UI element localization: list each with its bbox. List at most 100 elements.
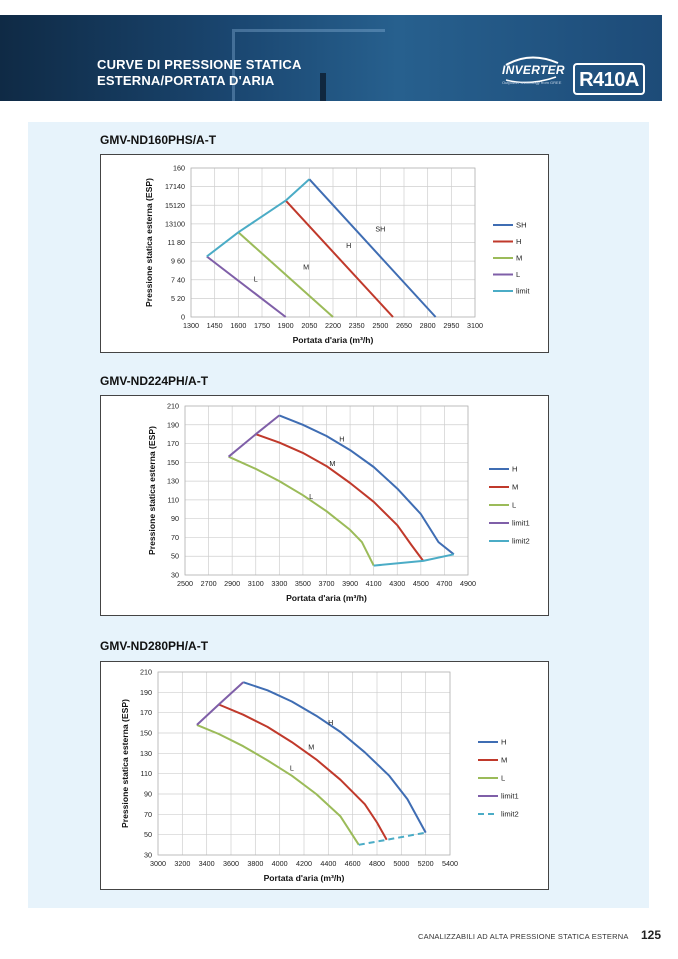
chart-2-legend-label: limit1 [512,519,530,528]
page-title: CURVE DI PRESSIONE STATICA ESTERNA/PORTA… [97,57,302,89]
chart-1-series-m-line [237,231,334,318]
chart-3-series-limit2-line [358,831,426,846]
chart-2-series-h-line [278,414,455,556]
chart-1-model-title: GMV-ND160PHS/A-T [100,133,217,147]
page-number: 125 [641,928,662,942]
inverter-logo-text: INVERTER [502,63,565,77]
chart-2-model-title: GMV-ND224PH/A-T [100,374,209,388]
header-background-decoration [320,73,326,101]
chart-2-series-l-line [228,455,375,567]
chart-1-legend-label: M [516,254,522,263]
page-title-line1: CURVE DI PRESSIONE STATICA [97,57,302,72]
chart-3-y-tick-label: 30 [144,851,152,860]
chart-1-curve-label: H [346,241,351,250]
chart-3-x-tick-label: 4400 [320,859,336,868]
chart-1-y-tick-label: 7 40 [171,275,185,284]
chart-3-x-tick-label: 3200 [174,859,190,868]
chart-1-x-tick-label: 2650 [396,321,412,330]
chart-3-curve-label: H [328,718,333,727]
chart-1-y-axis-label: Pressione statica esterna (ESP) [144,178,154,307]
chart-3-series-limit1-line [196,681,244,726]
chart-2-y-tick-label: 110 [168,495,179,504]
inverter-logo: INVERTER Outpower technology from GREE [500,53,565,89]
chart-3-y-tick-label: 170 [140,708,152,717]
chart-1-x-axis-label: Portata d'aria (m³/h) [293,335,374,345]
chart-1-y-tick-label: 13100 [165,219,185,228]
chart-2-svg: 2500 2700 2900 3100 3300 3500 3700 3900 4100 4300… [147,402,530,604]
chart-2-y-tick-label: 30 [171,571,179,580]
chart-1-y-tick-label: 9 60 [171,257,185,266]
chart-3-x-tick-label: 5400 [442,859,458,868]
chart-2-y-tick-label: 150 [167,458,179,467]
chart-2-y-tick-label: 130 [167,477,179,486]
chart-3-x-tick-label: 3000 [150,859,166,868]
chart-2-x-tick-label: 3500 [295,579,311,588]
chart-3-y-tick-label: 70 [144,810,152,819]
chart-2-x-tick-label: 2900 [224,579,240,588]
chart-2-y-tick-label: 90 [171,514,179,523]
chart-2-y-tick-label: 70 [171,533,179,542]
chart-2-y-tick-label: 190 [167,420,179,429]
page-title-line2: ESTERNA/PORTATA D'ARIA [97,73,275,88]
chart-2-y-tick-label: 50 [171,552,179,561]
chart-2-x-tick-label: 2500 [177,579,193,588]
chart-3-x-tick-label: 3800 [247,859,263,868]
chart-2-x-tick-label: 3300 [271,579,287,588]
chart-1-legend-label: H [516,237,521,246]
chart-3-x-tick-label: 3400 [199,859,215,868]
chart-3-y-tick-label: 150 [140,729,152,738]
chart-1-x-tick-label: 2200 [325,321,341,330]
chart-3-x-tick-label: 3600 [223,859,239,868]
chart-1-x-tick-label: 2350 [349,321,365,330]
chart-3-legend-label: L [501,774,505,783]
chart-2-x-tick-label: 3900 [342,579,358,588]
chart-2-legend-label: limit2 [512,537,530,546]
chart-3-y-tick-label: 210 [140,668,152,677]
chart-3-series-h-line [242,681,427,834]
chart-2-x-tick-label: 4500 [413,579,429,588]
chart-3-plot-area [157,671,451,856]
r410a-logo: R410A [573,63,645,95]
chart-2-curve-label: M [329,459,335,468]
chart-3-x-tick-label: 5000 [393,859,409,868]
chart-1-x-tick-label: 2500 [372,321,388,330]
chart-1-series-sh-line [308,178,437,318]
chart-1-svg: 1300 1450 1600 1750 1900 2050 2200 2350 2500 2650… [144,164,530,346]
chart-3-y-tick-label: 110 [141,769,152,778]
chart-1-curve-label: L [254,275,258,284]
chart-2-container: 2500 2700 2900 3100 3300 3500 3700 3900 4100 4300… [100,395,549,616]
chart-1-x-tick-label: 2050 [301,321,317,330]
chart-2-x-tick-label: 4700 [436,579,452,588]
chart-1-curve-label: SH [375,224,385,233]
chart-3-x-axis-label: Portata d'aria (m³/h) [264,873,345,883]
chart-3-series-l-line [196,723,360,846]
chart-2-x-tick-label: 3100 [248,579,264,588]
chart-1-legend-label: L [516,270,520,279]
chart-1-container: 1300 1450 1600 1750 1900 2050 2200 2350 2500 2650… [100,154,549,353]
chart-1-x-tick-label: 1300 [183,321,199,330]
chart-3-x-tick-label: 4200 [296,859,312,868]
chart-2-series-limit1-line [227,414,280,458]
chart-1-series-limit-line [206,178,310,258]
chart-1-series-h-line [284,199,394,318]
chart-3-series-m-line [218,703,388,841]
footer-section-title: CANALIZZABILI AD ALTA PRESSIONE STATICA … [418,932,629,941]
chart-1-x-tick-label: 3100 [467,321,483,330]
chart-3-y-tick-label: 190 [140,688,152,697]
chart-1-x-tick-label: 1900 [278,321,294,330]
chart-3-svg: 3000 3200 3400 3600 3800 4000 4200 4400 4600 4800… [120,668,519,884]
chart-3-container: 3000 3200 3400 3600 3800 4000 4200 4400 4600 4800… [100,661,549,890]
inverter-swoosh-icon [505,56,559,84]
chart-3-legend-label: limit1 [501,792,519,801]
chart-3-y-axis-label: Pressione statica esterna (ESP) [120,699,130,828]
chart-3-model-title: GMV-ND280PH/A-T [100,639,209,653]
chart-3-curve-label: M [308,742,314,751]
chart-1-x-tick-label: 1750 [254,321,270,330]
chart-3-y-tick-label: 50 [144,830,152,839]
chart-2-y-axis-label: Pressione statica esterna (ESP) [147,426,157,555]
chart-3-y-tick-label: 130 [140,749,152,758]
chart-1-y-tick-label: 0 [181,313,185,322]
chart-2-x-tick-label: 3700 [319,579,335,588]
chart-1-y-tick-label: 15120 [165,201,185,210]
chart-2-legend-label: L [512,501,516,510]
